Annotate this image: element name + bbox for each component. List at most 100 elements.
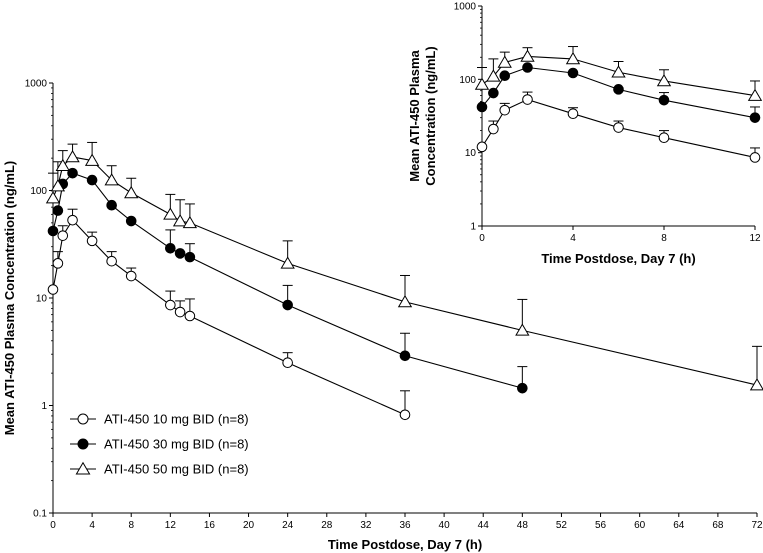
data-point [567,67,579,79]
x-tick-label: 48 [517,520,529,531]
data-point [52,258,64,269]
data-point [50,179,66,192]
y-axis-label: Mean ATI-450 Plasma Concentration (ng/mL… [2,161,17,436]
data-point [125,215,137,227]
x-tick-label: 32 [360,520,372,531]
legend-marker [75,461,91,475]
series-ati-450-30-mg-bid-n-8 [47,167,528,394]
y-tick-label: 1 [470,222,476,233]
x-tick-label: 12 [165,520,177,531]
data-point [749,378,763,391]
data-point [499,70,511,82]
data-point [67,214,78,226]
data-point [613,84,624,95]
data-point [52,205,64,216]
data-point [104,173,119,186]
data-point [522,94,533,105]
data-point [397,294,413,308]
legend-label: ATI-450 10 mg BID (n=8) [104,412,249,427]
data-point [522,62,533,73]
x-tick-label: 0 [50,520,56,531]
x-tick-label: 4 [570,233,576,244]
data-point [517,382,528,394]
x-tick-label: 72 [751,520,763,531]
x-tick-label: 12 [749,233,761,244]
data-point [174,248,186,259]
data-point [399,350,411,362]
data-point [163,207,178,220]
data-point [174,306,186,318]
data-point [67,167,78,179]
data-point [515,323,530,336]
data-point [124,185,139,199]
series-line [52,219,406,416]
legend-label: ATI-450 50 mg BID (n=8) [104,462,249,477]
data-point [474,77,490,90]
x-tick-label: 52 [556,520,568,531]
x-tick-label: 56 [595,520,607,531]
x-tick-label: 8 [128,520,134,531]
data-point [84,153,100,166]
y-tick-label: 1 [41,401,47,412]
data-point [125,270,137,282]
data-point [45,191,61,204]
data-point [165,299,176,311]
series-ati-450-10-mg-bid-n-8 [47,208,411,421]
series-ati-450-10-mg-bid-n-8 [476,91,761,163]
data-point [280,256,295,269]
y-tick-label: 100 [459,75,476,86]
data-point [747,88,763,101]
data-point [488,87,499,99]
x-tick-label: 68 [712,520,724,531]
x-axis-label: Time Postdose, Day 7 (h) [328,537,482,552]
data-point [613,122,624,133]
legend-item-ati-450-10-mg-bid-n-8: ATI-450 10 mg BID (n=8) [70,412,249,427]
data-point [497,55,512,68]
legend-item-ati-450-30-mg-bid-n-8: ATI-450 30 mg BID (n=8) [70,437,249,452]
data-point [567,108,579,119]
data-point [57,230,69,241]
y-tick-label: 100 [30,186,47,197]
data-point [476,141,488,153]
x-tick-label: 24 [282,520,294,531]
data-point [184,251,196,263]
data-point [488,123,499,135]
x-tick-label: 44 [478,520,490,531]
series-ati-450-50-mg-bid-n-8 [474,46,763,101]
legend-label: ATI-450 30 mg BID (n=8) [104,437,249,452]
x-tick-label: 0 [479,233,485,244]
y-tick-label: 1000 [25,79,48,90]
data-point [106,199,117,211]
data-point [86,235,98,247]
data-point [65,149,80,163]
y-axis-label: Concentration (ng/mL) [423,46,438,185]
data-point [47,284,59,295]
data-point [399,409,411,421]
legend-marker [77,438,89,450]
data-point [611,65,626,78]
y-tick-label: 10 [465,148,477,159]
x-tick-label: 8 [661,233,667,244]
x-axis-label: Time Postdose, Day 7 (h) [541,251,695,266]
data-point [486,69,501,82]
data-point [86,174,98,186]
data-point [47,225,59,237]
x-tick-label: 20 [243,520,255,531]
data-point [184,310,196,322]
data-point [658,132,670,143]
data-point [165,242,176,254]
x-tick-label: 64 [673,520,685,531]
data-point [282,299,293,311]
x-tick-label: 28 [321,520,333,531]
y-axis-label: Mean ATI-450 Plasma [407,49,422,181]
data-point [656,73,672,87]
x-tick-label: 40 [439,520,451,531]
y-tick-label: 0.1 [33,509,47,520]
legend-item-ati-450-50-mg-bid-n-8: ATI-450 50 mg BID (n=8) [70,462,249,477]
x-tick-label: 60 [634,520,646,531]
x-tick-label: 36 [399,520,411,531]
data-point [55,158,70,172]
x-tick-label: 4 [89,520,95,531]
